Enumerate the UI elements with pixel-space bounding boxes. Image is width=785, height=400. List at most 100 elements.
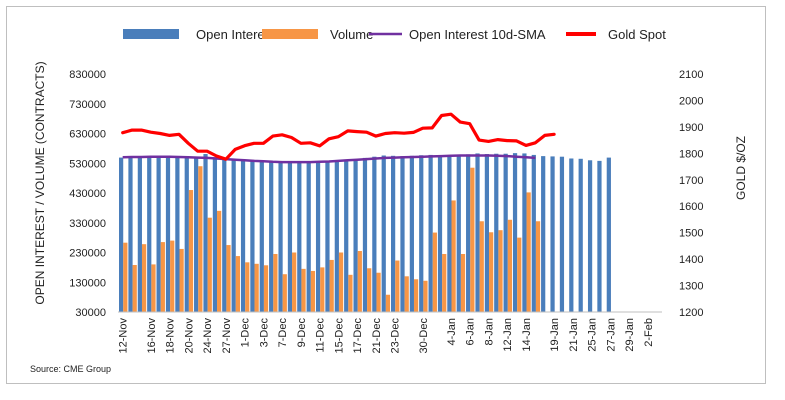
open-interest-bar	[287, 162, 293, 312]
x-tick-label: 24-Nov	[202, 318, 214, 354]
x-tick-label: 21-Jan	[568, 318, 580, 352]
volume-bar	[292, 252, 297, 312]
open-interest-bar	[391, 155, 396, 312]
open-interest-bar	[466, 154, 471, 312]
x-tick-label: 18-Nov	[165, 318, 177, 354]
volume-bar	[179, 248, 184, 312]
volume-bar	[376, 272, 381, 312]
x-tick-label: 19-Jan	[549, 318, 561, 352]
open-interest-bar	[334, 161, 339, 312]
open-interest-bar	[597, 160, 602, 312]
open-interest-bar	[250, 160, 255, 312]
volume-bar	[357, 251, 362, 312]
legend-label-gold-spot: Gold Spot	[608, 27, 666, 42]
y-left-tick-label: 530000	[69, 158, 106, 170]
open-interest-bar	[128, 157, 133, 312]
x-tick-label: 6-Jan	[465, 318, 477, 346]
open-interest-bar	[559, 156, 565, 312]
legend-swatch-volume	[262, 29, 318, 39]
open-interest-bar	[119, 157, 124, 312]
open-interest-bar	[587, 160, 593, 312]
x-tick-label: 3-Dec	[258, 318, 270, 348]
legend: Open Interest Volume Open Interest 10d-S…	[123, 27, 666, 42]
open-interest-bar	[315, 161, 321, 312]
y-right-tick-label: 1800	[679, 148, 703, 160]
open-interest-bar	[512, 153, 518, 312]
volume-bar	[442, 253, 447, 312]
y-right-tick-label: 1900	[679, 122, 703, 134]
x-tick-label: 11-Dec	[315, 318, 327, 353]
volume-bar	[460, 253, 466, 312]
volume-bar	[235, 256, 240, 312]
open-interest-bar	[400, 156, 405, 312]
open-interest-bar	[156, 157, 161, 312]
y-axis-right: 1200 1300 1400 1500 1600 1700 1800 1900 2000 2100	[679, 69, 703, 319]
volume-bar	[282, 274, 287, 312]
y-right-tick-label: 2000	[679, 95, 703, 107]
source-note: Source: CME Group	[30, 364, 111, 374]
x-tick-label: 20-Nov	[183, 318, 195, 354]
x-tick-label: 4-Jan	[446, 318, 458, 346]
volume-bar	[170, 240, 175, 312]
y-right-tick-label: 1500	[679, 228, 703, 240]
y-right-tick-label: 1400	[679, 254, 703, 266]
open-interest-bar	[165, 156, 171, 312]
x-tick-label: 29-Jan	[624, 318, 636, 352]
y-right-tick-label: 2100	[679, 69, 703, 81]
open-interest-bar	[184, 157, 189, 312]
open-interest-bar	[137, 157, 142, 312]
y-axis-right-title: GOLD $/OZ	[734, 136, 748, 200]
volume-bar	[517, 237, 522, 312]
y-left-tick-label: 230000	[69, 248, 106, 260]
volume-bar	[395, 260, 400, 312]
gold-spot-line	[121, 112, 556, 161]
x-axis: 12-Nov 16-Nov 18-Nov 20-Nov 24-Nov 27-Nov 1-De…	[118, 311, 662, 354]
volume-bar	[367, 268, 372, 312]
open-interest-bar	[240, 159, 246, 312]
volume-bar	[132, 264, 137, 312]
y-left-tick-label: 130000	[69, 277, 106, 289]
open-interest-bar	[325, 162, 330, 312]
x-tick-label: 17-Dec	[352, 318, 364, 354]
open-interest-bar	[409, 155, 414, 312]
y-left-tick-label: 830000	[69, 69, 106, 81]
open-interest-bar	[569, 158, 574, 312]
volume-bar	[245, 262, 250, 312]
open-interest-bar	[175, 157, 180, 312]
open-interest-bar	[503, 153, 508, 312]
volume-bar	[507, 219, 512, 312]
volume-bar	[479, 221, 484, 312]
y-axis-left: 30000 130000 230000 330000 430000 530000 63000…	[69, 69, 106, 319]
y-right-tick-label: 1700	[679, 175, 703, 187]
open-interest-bar	[306, 162, 311, 312]
y-right-tick-label: 1200	[679, 307, 703, 319]
open-interest-bar	[353, 159, 358, 312]
volume-bar	[423, 280, 428, 312]
open-interest-bar	[278, 162, 283, 312]
volume-bar	[413, 279, 419, 312]
open-interest-bar	[297, 162, 302, 312]
y-axis-left-title: OPEN INTEREST / VOLUME (CONTRACTS)	[33, 61, 47, 304]
legend-swatch-open-interest	[123, 29, 179, 39]
volume-bar	[310, 270, 316, 312]
y-right-tick-label: 1600	[679, 201, 703, 213]
open-interest-bar	[447, 156, 452, 312]
legend-label-volume: Volume	[330, 27, 373, 42]
open-interest-bar	[362, 157, 368, 312]
x-tick-label: 14-Jan	[521, 318, 533, 352]
volume-bar	[151, 264, 156, 312]
volume-bar	[535, 221, 541, 312]
chart-frame	[6, 6, 766, 384]
volume-bars	[123, 166, 541, 312]
sma-line	[122, 154, 536, 164]
open-interest-bar	[456, 155, 461, 312]
volume-bar	[160, 242, 165, 312]
legend-label-sma: Open Interest 10d-SMA	[409, 27, 546, 42]
volume-bar	[198, 166, 203, 312]
volume-bar	[226, 245, 231, 312]
open-interest-bar	[475, 153, 480, 312]
open-interest-bar	[606, 157, 611, 312]
volume-bar	[263, 265, 269, 312]
volume-bar	[273, 253, 278, 312]
